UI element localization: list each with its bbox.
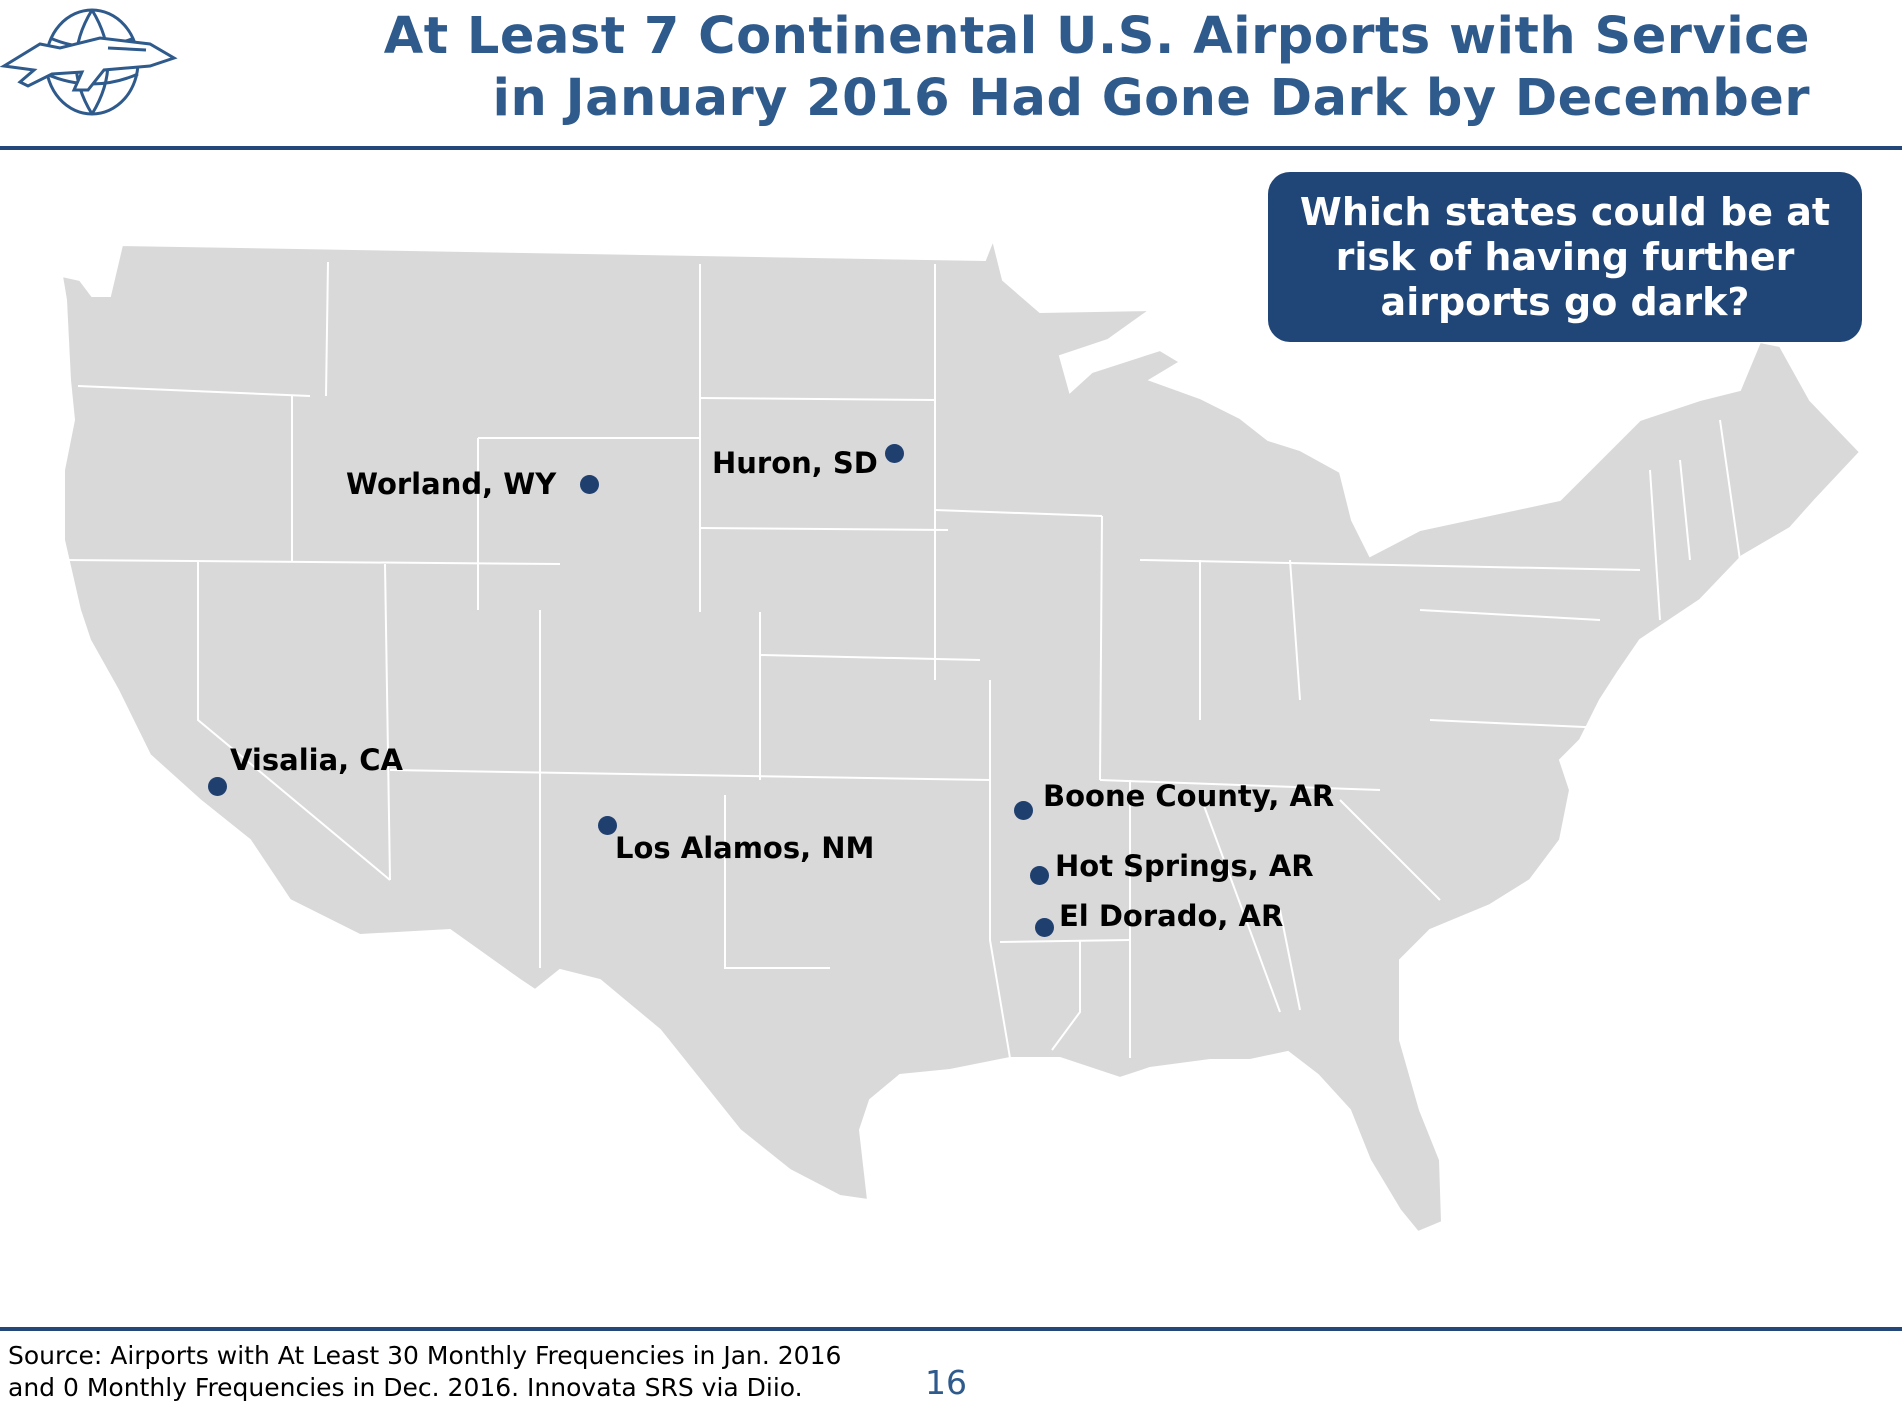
marker-label-hot-springs: Hot Springs, AR bbox=[1055, 849, 1314, 883]
marker-label-visalia: Visalia, CA bbox=[230, 743, 403, 777]
callout-text: Which states could be at risk of having … bbox=[1299, 189, 1831, 324]
title-line-1: At Least 7 Continental U.S. Airports wit… bbox=[383, 7, 1810, 66]
marker-label-huron: Huron, SD bbox=[712, 446, 878, 480]
page-title: At Least 7 Continental U.S. Airports wit… bbox=[310, 6, 1810, 130]
title-line-2: in January 2016 Had Gone Dark by Decembe… bbox=[492, 69, 1810, 128]
footer-divider bbox=[0, 1327, 1902, 1331]
marker-label-los-alamos: Los Alamos, NM bbox=[615, 831, 875, 865]
airport-marker-boone-county bbox=[1014, 801, 1033, 820]
airport-marker-el-dorado bbox=[1035, 918, 1054, 937]
marker-label-boone-county: Boone County, AR bbox=[1043, 779, 1335, 813]
airport-marker-visalia bbox=[208, 777, 227, 796]
airport-marker-los-alamos bbox=[598, 816, 617, 835]
source-line-1: Source: Airports with At Least 30 Monthl… bbox=[8, 1341, 842, 1370]
airport-marker-worland bbox=[580, 475, 599, 494]
page-number: 16 bbox=[925, 1363, 967, 1402]
airport-marker-huron bbox=[885, 444, 904, 463]
marker-label-el-dorado: El Dorado, AR bbox=[1059, 899, 1284, 933]
us-map bbox=[60, 236, 1862, 1234]
question-callout: Which states could be at risk of having … bbox=[1268, 172, 1862, 342]
source-note: Source: Airports with At Least 30 Monthl… bbox=[8, 1340, 928, 1404]
state-borders bbox=[63, 261, 1741, 1059]
header-divider bbox=[0, 146, 1902, 150]
us-landmass bbox=[60, 236, 1862, 1234]
airport-marker-hot-springs bbox=[1030, 866, 1049, 885]
airplane-globe-logo bbox=[0, 8, 178, 116]
source-line-2: and 0 Monthly Frequencies in Dec. 2016. … bbox=[8, 1373, 803, 1402]
marker-label-worland: Worland, WY bbox=[346, 467, 557, 501]
